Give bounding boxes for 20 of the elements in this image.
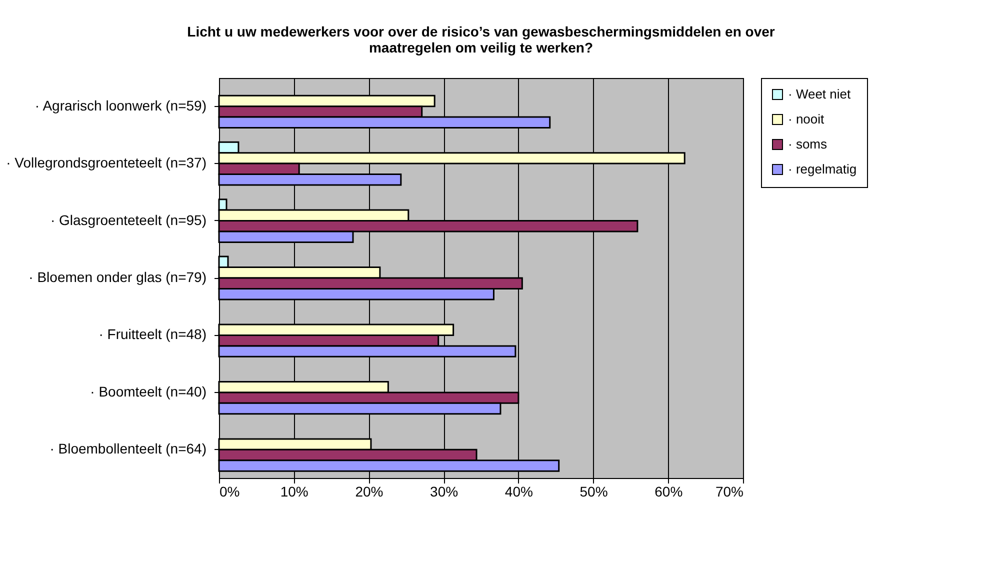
x-tick-label: 60% <box>654 484 683 500</box>
legend-label: · regelmatig <box>788 162 857 176</box>
y-tick-label: · Boomteelt (n=40) <box>90 383 206 400</box>
x-tick-label: 70% <box>715 484 744 500</box>
y-tick-label: · Bloemen onder glas (n=79) <box>28 269 206 285</box>
chart-title: Licht u uw medewerkers voor over de risico’s van gewasbeschermingsmiddelen en over maatregelen om veilig te werken? <box>187 24 776 56</box>
y-tick-label: · Vollegrondsgroenteteelt (n=37) <box>6 154 206 171</box>
x-tick-label: 50% <box>580 484 608 500</box>
y-tick-label: · Agrarisch loonwerk (n=59) <box>34 97 206 114</box>
legend-label: · soms <box>788 136 828 152</box>
x-tick-label: 0% <box>220 484 240 500</box>
y-tick-label: · Bloembollenteelt (n=64) <box>50 440 206 457</box>
x-tick-label: 30% <box>430 484 458 500</box>
y-tick-label: · Glasgroenteteelt (n=95) <box>50 212 206 228</box>
legend-label: · nooit <box>788 112 825 126</box>
y-tick-label: · Fruitteelt (n=48) <box>98 326 206 342</box>
x-tick-label: 20% <box>355 484 384 500</box>
x-tick-label: 40% <box>504 484 533 500</box>
x-tick-label: 10% <box>280 484 308 500</box>
legend-label: · Weet niet <box>788 86 852 102</box>
